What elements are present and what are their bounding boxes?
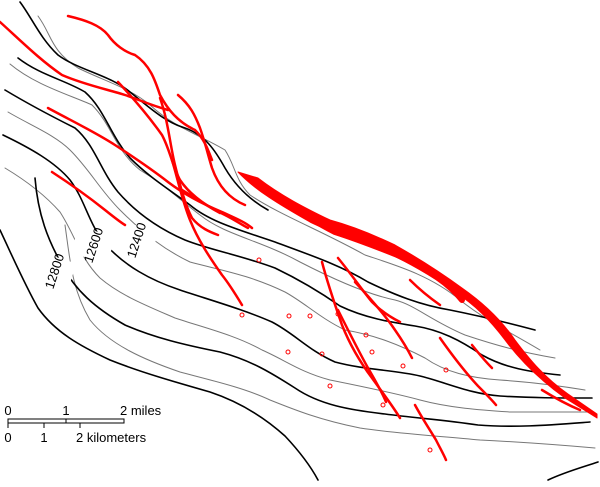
contour-line	[0, 229, 319, 481]
contour-line	[4, 89, 561, 376]
well-symbol	[286, 313, 292, 319]
well-symbol	[380, 402, 386, 408]
scale-bar: 0 1 2 miles 0 1 2 kilometers	[4, 403, 161, 445]
contour-line	[7, 111, 586, 391]
contour-line	[64, 224, 596, 449]
contour-line	[547, 461, 599, 481]
scale-km-1: 1	[40, 430, 47, 445]
fault-line	[176, 93, 247, 207]
main-fault-zone-core	[259, 182, 465, 303]
fault-line	[336, 308, 388, 404]
contour-labels: 12400 12600 12800	[31, 221, 159, 291]
well-symbol	[285, 349, 291, 355]
intermediate-contours	[4, 15, 596, 449]
well-symbol	[427, 447, 433, 453]
scale-bar-kilometers: 0 1 2 kilometers	[4, 430, 146, 445]
scale-km-2: 2 kilometers	[76, 430, 147, 445]
fault-line	[116, 80, 222, 215]
wells	[239, 257, 449, 453]
scale-km-0: 0	[4, 430, 11, 445]
scale-miles-0: 0	[4, 403, 11, 418]
well-symbol	[307, 313, 313, 319]
fault-line	[413, 403, 448, 462]
fault-line	[320, 260, 402, 420]
fault-line	[180, 188, 250, 230]
fault-line	[470, 343, 494, 370]
fault-line	[408, 278, 442, 307]
contour-line	[9, 63, 556, 359]
well-symbol	[327, 383, 333, 389]
scale-miles-2: 2 miles	[120, 403, 162, 418]
scale-bar-graphic	[7, 418, 125, 428]
well-symbol	[443, 367, 449, 373]
fault-line	[66, 14, 214, 162]
well-symbol	[400, 363, 406, 369]
fault-line	[0, 20, 170, 112]
fault-line	[170, 158, 244, 307]
contour-line	[37, 15, 541, 351]
contour-line	[19, 1, 269, 211]
well-symbol	[369, 349, 375, 355]
fault-line	[438, 336, 498, 407]
contour-line	[17, 57, 536, 331]
faults	[0, 14, 598, 462]
well-symbol	[319, 351, 325, 357]
well-symbol	[335, 311, 341, 317]
scale-bar-miles: 0 1 2 miles	[4, 403, 161, 418]
fault-line	[50, 170, 127, 227]
well-symbol	[256, 257, 262, 263]
fault-line	[540, 388, 582, 412]
fault-line	[336, 256, 402, 324]
fault-line	[353, 280, 414, 360]
scale-miles-1: 1	[62, 403, 69, 418]
well-symbol	[239, 312, 245, 318]
contour-line	[4, 167, 593, 413]
well-symbol	[363, 332, 369, 338]
contour-line	[2, 134, 593, 399]
fault-line	[46, 106, 254, 230]
